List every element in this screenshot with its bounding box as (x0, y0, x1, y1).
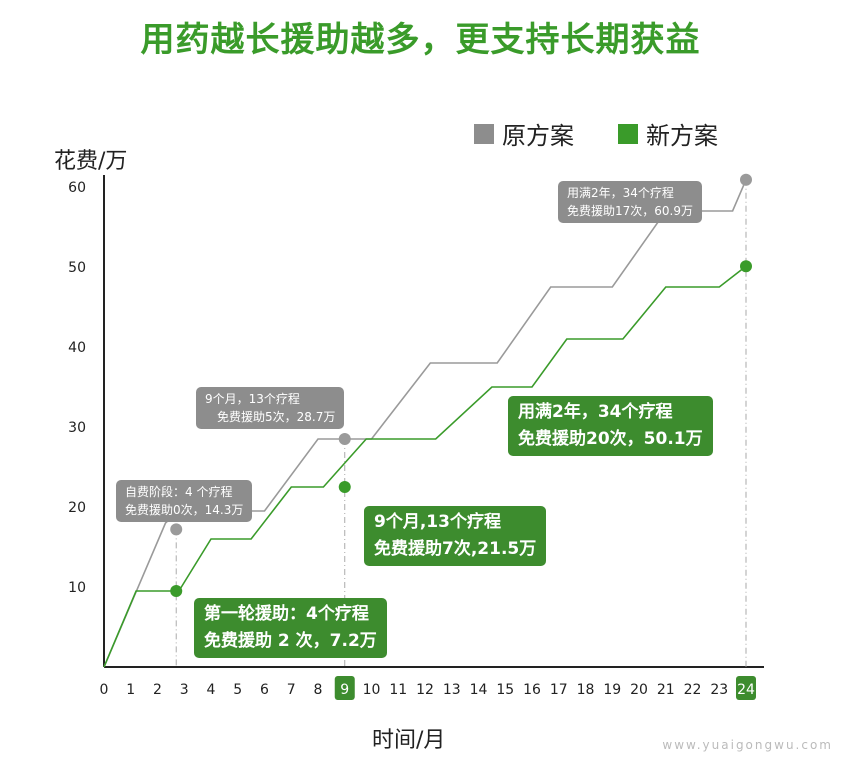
watermark: www.yuaigongwu.com (662, 738, 833, 752)
legend-label-new: 新方案 (646, 122, 718, 150)
marker-point-original (170, 523, 183, 536)
y-axis-title: 花费/万 (54, 149, 128, 174)
y-tick-label: 30 (68, 420, 86, 436)
x-tick-label: 19 (603, 682, 621, 698)
x-tick-label: 4 (207, 682, 216, 698)
x-tick-label: 8 (314, 682, 323, 698)
marker-point-new (740, 260, 752, 273)
x-tick-label: 0 (100, 682, 109, 698)
x-tick-label: 3 (180, 682, 189, 698)
legend-swatch-green (618, 123, 638, 144)
x-tick-label: 6 (260, 682, 269, 698)
x-tick-label: 20 (630, 682, 648, 698)
legend-swatch-gray (474, 123, 494, 144)
series-line-new (103, 265, 747, 668)
annotation-new: 9个月,13个疗程免费援助7次,21.5万 (364, 506, 547, 566)
x-tick-label: 14 (470, 682, 488, 698)
annotation-line: 第一轮援助：4个疗程 (204, 604, 369, 624)
annotation-original: 9个月，13个疗程免费援助5次，28.7万 (196, 387, 345, 429)
x-tick-label: 23 (710, 682, 728, 698)
annotation-original: 自费阶段：4 个疗程 免费援助0次，14.3万 (116, 480, 253, 522)
annotation-line: 免费援助20次，50.1万 (518, 429, 703, 449)
x-tick-highlight (334, 676, 355, 700)
x-tick-label: 10 (363, 682, 381, 698)
annotation-line: 免费援助 2 次，7.2万 (204, 631, 377, 651)
y-tick-label: 20 (68, 500, 86, 516)
x-tick-label: 15 (496, 682, 514, 698)
marker-point-original (338, 433, 351, 445)
legend-item-new: 新方案 (618, 116, 718, 151)
x-tick-label: 2 (153, 682, 162, 698)
y-tick-label: 10 (68, 580, 86, 596)
x-tick-highlight (736, 676, 756, 700)
annotation-new: 第一轮援助：4个疗程 免费援助 2 次，7.2万 (194, 598, 387, 658)
x-tick-label: 12 (416, 682, 434, 698)
legend-label-original: 原方案 (502, 122, 574, 150)
annotation-line: 用满2年，34个疗程 (567, 186, 674, 200)
x-axis-title: 时间/月 (372, 728, 446, 753)
x-tick-label: 11 (389, 682, 407, 698)
x-tick-label: 13 (443, 682, 461, 698)
y-tick-label: 60 (68, 180, 86, 196)
annotation-line: 9个月，13个疗程 (205, 392, 300, 406)
annotation-line: 免费援助7次,21.5万 (374, 539, 537, 559)
annotation-new: 用满2年，34个疗程免费援助20次，50.1万 (508, 396, 713, 456)
y-tick-label: 40 (68, 340, 86, 356)
chart-title: 用药越长援助越多，更支持长期获益 (140, 20, 701, 60)
x-tick-label: 24 (737, 682, 755, 698)
annotation-line: 9个月,13个疗程 (374, 512, 501, 532)
annotation-line: 免费援助5次，28.7万 (217, 410, 336, 424)
legend-item-original: 原方案 (474, 116, 574, 151)
x-tick-label: 17 (550, 682, 568, 698)
x-tick-label: 22 (684, 682, 702, 698)
x-tick-label: 1 (126, 682, 135, 698)
marker-point-new (170, 585, 183, 597)
x-tick-label: 7 (287, 682, 296, 698)
annotation-original: 用满2年，34个疗程免费援助17次，60.9万 (558, 181, 702, 223)
annotation-line: 自费阶段：4 个疗程 (125, 485, 233, 499)
annotation-line: 免费援助0次，14.3万 (125, 503, 244, 517)
annotation-line: 免费援助17次，60.9万 (567, 204, 693, 218)
marker-point-original (740, 173, 752, 186)
x-tick-label: 18 (577, 682, 595, 698)
x-tick-label: 5 (233, 682, 242, 698)
x-tick-label: 9 (340, 682, 349, 698)
y-tick-label: 50 (68, 260, 86, 276)
marker-point-new (338, 481, 351, 493)
x-tick-label: 16 (523, 682, 541, 698)
x-tick-label: 21 (657, 682, 675, 698)
annotation-line: 用满2年，34个疗程 (518, 402, 673, 422)
